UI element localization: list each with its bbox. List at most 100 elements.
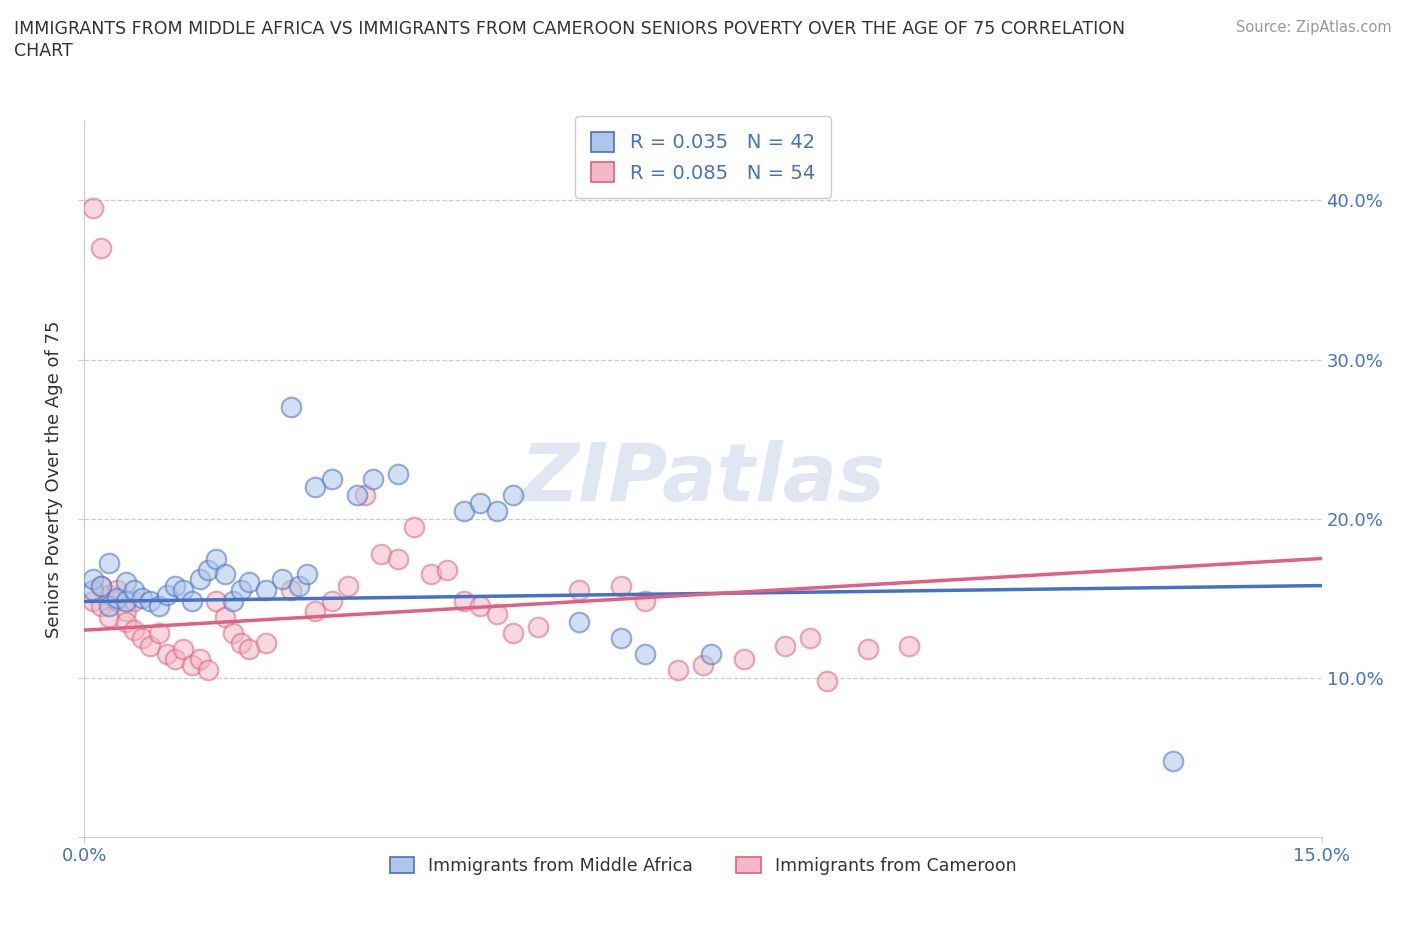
Point bbox=[205, 594, 228, 609]
Point bbox=[172, 583, 194, 598]
Point bbox=[1161, 753, 1184, 768]
Point bbox=[214, 567, 236, 582]
Point bbox=[197, 563, 219, 578]
Text: CHART: CHART bbox=[14, 42, 73, 60]
Point bbox=[238, 642, 260, 657]
Point bbox=[666, 662, 689, 677]
Point bbox=[568, 583, 591, 598]
Point bbox=[799, 631, 821, 645]
Point bbox=[90, 578, 112, 593]
Point bbox=[222, 594, 245, 609]
Point bbox=[280, 583, 302, 598]
Point bbox=[692, 658, 714, 672]
Point bbox=[131, 631, 153, 645]
Point bbox=[114, 594, 136, 609]
Point bbox=[609, 578, 631, 593]
Text: Source: ZipAtlas.com: Source: ZipAtlas.com bbox=[1236, 20, 1392, 35]
Point bbox=[229, 583, 252, 598]
Point bbox=[98, 556, 121, 571]
Point bbox=[470, 496, 492, 511]
Point bbox=[502, 626, 524, 641]
Point bbox=[105, 594, 128, 609]
Point bbox=[114, 615, 136, 630]
Point bbox=[321, 472, 343, 486]
Point bbox=[634, 594, 657, 609]
Point bbox=[370, 546, 392, 561]
Point bbox=[214, 610, 236, 625]
Point bbox=[98, 599, 121, 614]
Point bbox=[288, 578, 311, 593]
Point bbox=[188, 651, 211, 666]
Point bbox=[295, 567, 318, 582]
Point bbox=[156, 588, 179, 603]
Point bbox=[165, 578, 187, 593]
Point bbox=[98, 588, 121, 603]
Point bbox=[122, 623, 145, 638]
Point bbox=[815, 673, 838, 688]
Point bbox=[148, 626, 170, 641]
Point bbox=[131, 591, 153, 605]
Point bbox=[321, 594, 343, 609]
Point bbox=[387, 551, 409, 566]
Point bbox=[98, 610, 121, 625]
Point bbox=[122, 594, 145, 609]
Point bbox=[105, 583, 128, 598]
Point bbox=[205, 551, 228, 566]
Point bbox=[470, 599, 492, 614]
Point bbox=[90, 241, 112, 256]
Point bbox=[254, 635, 277, 650]
Point bbox=[172, 642, 194, 657]
Point bbox=[485, 606, 508, 621]
Point bbox=[82, 572, 104, 587]
Point bbox=[229, 635, 252, 650]
Point bbox=[254, 583, 277, 598]
Point bbox=[353, 487, 375, 502]
Legend: Immigrants from Middle Africa, Immigrants from Cameroon: Immigrants from Middle Africa, Immigrant… bbox=[382, 850, 1024, 882]
Point bbox=[387, 467, 409, 482]
Point bbox=[568, 615, 591, 630]
Point bbox=[634, 646, 657, 661]
Point bbox=[485, 503, 508, 518]
Point bbox=[139, 639, 162, 654]
Point bbox=[453, 503, 475, 518]
Point bbox=[156, 646, 179, 661]
Point bbox=[271, 572, 294, 587]
Text: ZIPatlas: ZIPatlas bbox=[520, 440, 886, 518]
Point bbox=[304, 604, 326, 618]
Point bbox=[139, 594, 162, 609]
Point bbox=[775, 639, 797, 654]
Point bbox=[419, 567, 441, 582]
Point bbox=[404, 519, 426, 534]
Point bbox=[733, 651, 755, 666]
Point bbox=[82, 201, 104, 216]
Point bbox=[122, 583, 145, 598]
Point bbox=[337, 578, 360, 593]
Point bbox=[105, 591, 128, 605]
Point bbox=[856, 642, 879, 657]
Point bbox=[165, 651, 187, 666]
Point bbox=[148, 599, 170, 614]
Point bbox=[114, 575, 136, 590]
Point bbox=[527, 619, 550, 634]
Y-axis label: Seniors Poverty Over the Age of 75: Seniors Poverty Over the Age of 75 bbox=[45, 320, 63, 638]
Point bbox=[82, 594, 104, 609]
Point bbox=[114, 604, 136, 618]
Point bbox=[90, 578, 112, 593]
Point bbox=[436, 563, 458, 578]
Point bbox=[222, 626, 245, 641]
Point bbox=[361, 472, 384, 486]
Point bbox=[238, 575, 260, 590]
Point bbox=[304, 480, 326, 495]
Point bbox=[609, 631, 631, 645]
Point bbox=[197, 662, 219, 677]
Point bbox=[90, 599, 112, 614]
Point bbox=[280, 400, 302, 415]
Text: IMMIGRANTS FROM MIDDLE AFRICA VS IMMIGRANTS FROM CAMEROON SENIORS POVERTY OVER T: IMMIGRANTS FROM MIDDLE AFRICA VS IMMIGRA… bbox=[14, 20, 1125, 38]
Point bbox=[898, 639, 921, 654]
Point bbox=[82, 583, 104, 598]
Point bbox=[700, 646, 723, 661]
Point bbox=[453, 594, 475, 609]
Point bbox=[346, 487, 368, 502]
Point bbox=[188, 572, 211, 587]
Point bbox=[180, 594, 202, 609]
